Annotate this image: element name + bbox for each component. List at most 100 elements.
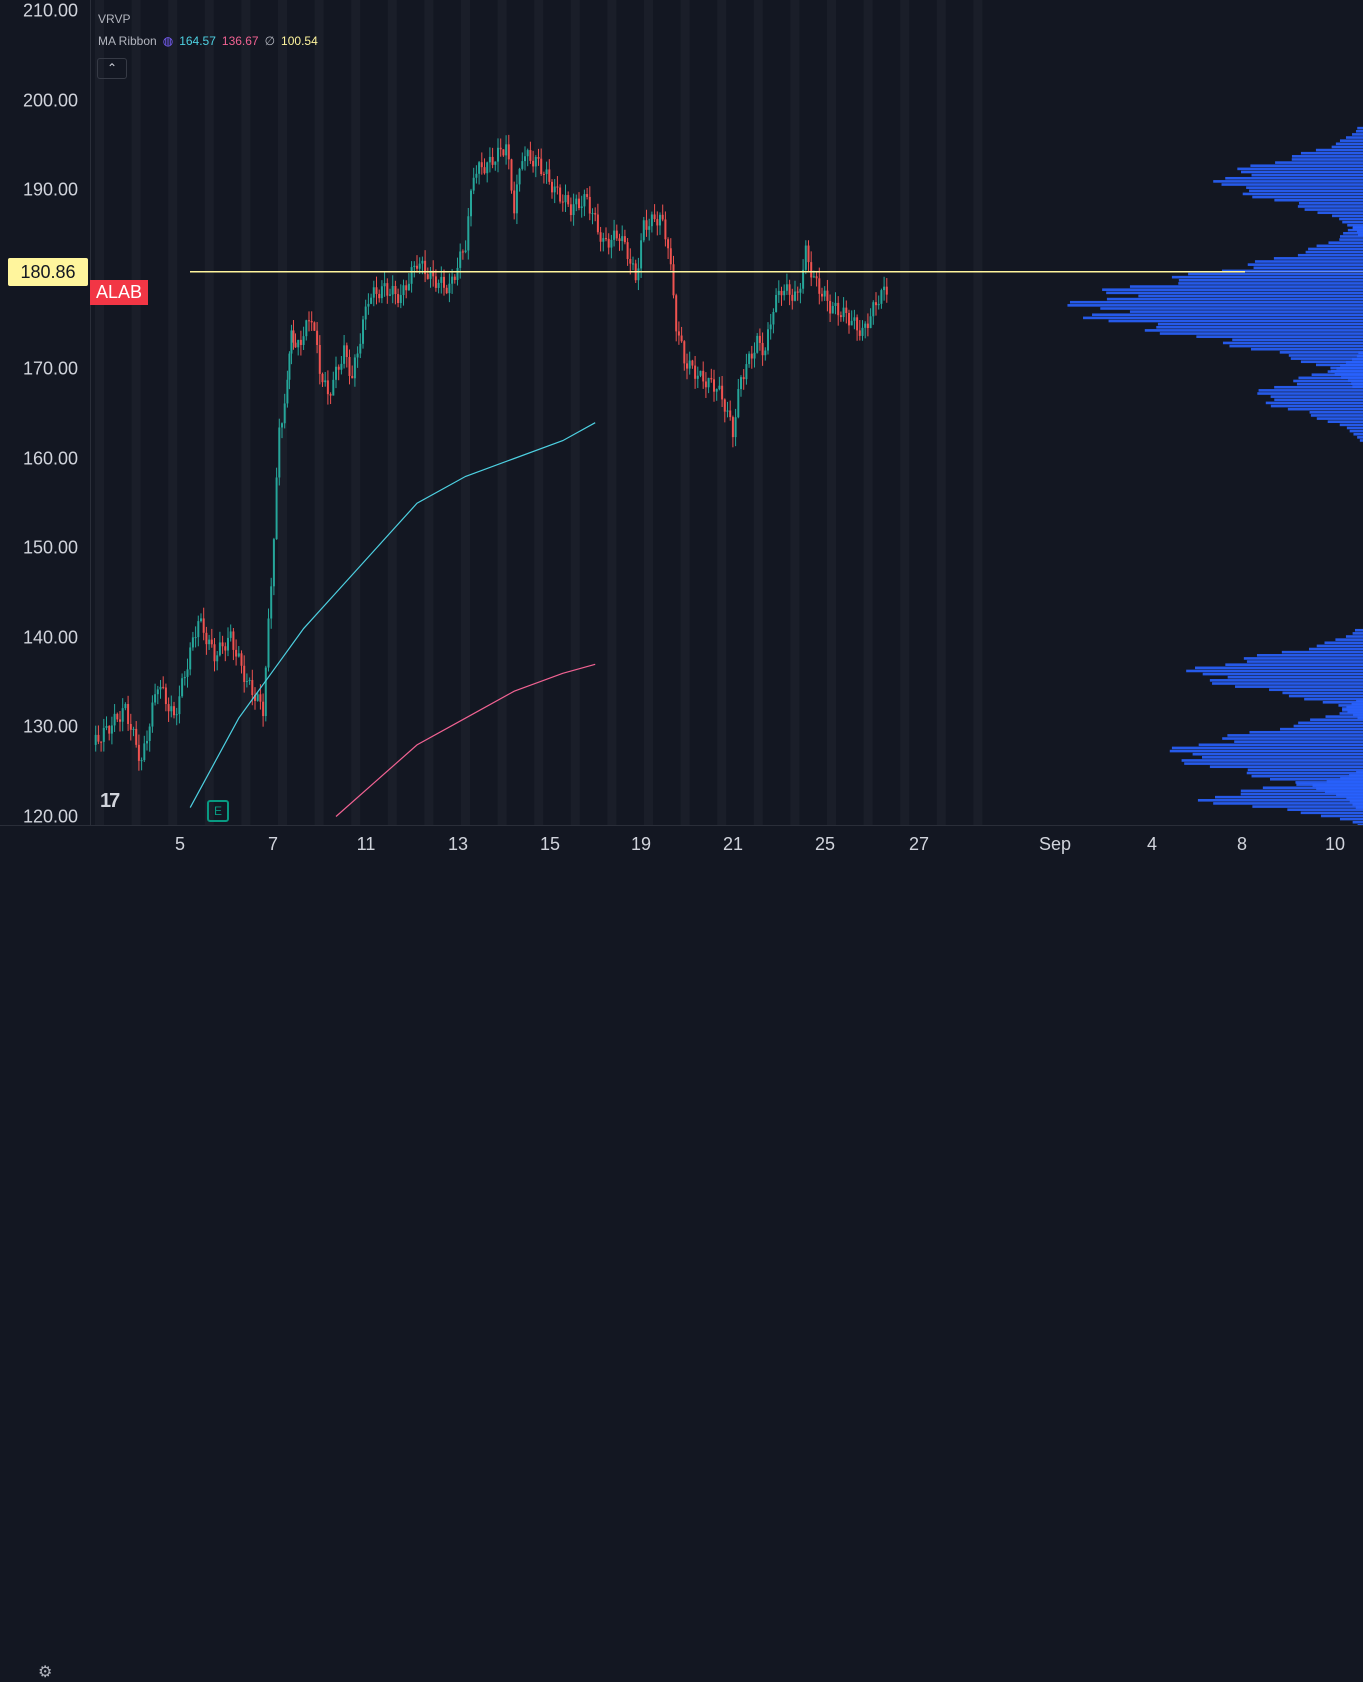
candle-body — [162, 686, 165, 688]
candle-body — [237, 653, 240, 657]
candle-body — [121, 708, 124, 722]
candle-body — [640, 240, 643, 269]
candle-body — [272, 539, 275, 587]
candle-body — [386, 283, 389, 296]
candle-body — [683, 341, 686, 364]
volume-profile-bar — [1287, 808, 1363, 811]
volume-profile-bar — [1232, 338, 1363, 342]
candle-body — [416, 265, 418, 269]
session-band — [168, 0, 178, 825]
volume-profile-bar — [1273, 257, 1363, 260]
candle-body — [407, 283, 410, 291]
candle-body — [413, 265, 416, 268]
candle-body — [245, 681, 248, 683]
tradingview-logo-icon[interactable]: 17 — [100, 790, 120, 812]
candle-body — [588, 196, 591, 214]
volume-profile-bar — [1340, 777, 1363, 780]
volume-profile-bar — [1353, 713, 1363, 717]
volume-profile-bar — [1178, 282, 1363, 285]
candle-body — [542, 174, 545, 176]
volume-profile-bar — [1317, 211, 1363, 215]
time-axis[interactable]: 5 7 11 13 15 19 21 25 27 Sep 4 8 10 — [90, 825, 1363, 860]
chart-plot-area[interactable] — [90, 0, 1363, 825]
candle-body — [243, 665, 246, 682]
volume-profile-bar — [1309, 411, 1363, 414]
candle-body — [472, 177, 475, 191]
volume-profile-bar — [1339, 217, 1363, 221]
candle-body — [119, 719, 121, 722]
candle-body — [569, 204, 572, 216]
volume-profile-bar — [1310, 718, 1363, 722]
candle-body — [264, 667, 267, 717]
candle-body — [437, 282, 440, 288]
candle-body — [470, 190, 472, 217]
candle-body — [167, 704, 170, 712]
candle-body — [154, 694, 157, 703]
candle-body — [364, 306, 367, 320]
volume-profile-bar — [1352, 632, 1363, 635]
candle-body — [515, 184, 518, 214]
volume-profile-bar — [1349, 773, 1363, 777]
y-tick-label: 210.00 — [22, 0, 78, 21]
candle-body — [299, 339, 302, 345]
candle-body — [699, 370, 702, 376]
volume-profile-bar — [1316, 644, 1363, 648]
candle-body — [321, 373, 324, 383]
candle-body — [691, 360, 694, 366]
earnings-marker-icon[interactable]: E — [207, 800, 229, 822]
legend-ma-ribbon[interactable]: MA Ribbon ◍ 164.57 136.67 ∅ 100.54 — [98, 30, 318, 52]
candle-body — [772, 311, 775, 325]
candle-body — [715, 389, 718, 392]
volume-profile-bar — [1304, 208, 1363, 211]
session-band — [424, 0, 434, 825]
volume-profile-bar — [1222, 737, 1363, 740]
candle-body — [661, 214, 664, 220]
volume-profile-bar — [1171, 746, 1363, 750]
session-band — [936, 0, 946, 825]
volume-profile-bar — [1265, 401, 1363, 405]
candle-body — [445, 287, 448, 294]
candle-body — [621, 236, 624, 242]
settings-icon[interactable]: ⚙ — [38, 1664, 53, 1681]
candle-body — [885, 286, 888, 295]
volume-profile-bar — [1347, 710, 1363, 713]
legend-vrvp[interactable]: VRVP — [98, 8, 318, 30]
candle-body — [551, 181, 553, 193]
candle-body — [283, 403, 286, 424]
candle-body — [694, 365, 697, 379]
candle-body — [791, 294, 794, 301]
x-tick-label: 27 — [908, 834, 930, 854]
candle-body — [837, 302, 840, 316]
candle-body — [618, 238, 621, 242]
candle-body — [186, 669, 189, 677]
candle-body — [375, 287, 378, 294]
volume-profile-bar — [1296, 783, 1363, 786]
candle-body — [521, 161, 524, 169]
y-tick-label: 140.00 — [22, 627, 78, 647]
volume-profile-bar — [1327, 420, 1363, 424]
candle-body — [596, 214, 599, 233]
candle-body — [642, 220, 645, 241]
candle-body — [629, 258, 632, 264]
volume-profile-bar — [1338, 704, 1363, 707]
volume-profile-bar — [1356, 230, 1363, 233]
volume-profile-bar — [1184, 762, 1363, 765]
session-band — [387, 0, 397, 825]
candle-body — [310, 320, 313, 323]
candle-body — [94, 734, 97, 745]
candle-body — [875, 302, 877, 306]
candle-body — [318, 344, 321, 374]
x-tick-label: 13 — [447, 834, 469, 854]
candle-body — [821, 293, 823, 297]
candle-body — [297, 339, 300, 348]
volume-profile-bar — [1293, 724, 1363, 728]
volume-profile-bar — [1212, 682, 1363, 685]
collapse-legend-button[interactable]: ⌃ — [97, 58, 127, 79]
candle-body — [623, 236, 626, 243]
volume-profile-bar — [1352, 357, 1363, 361]
price-axis[interactable]: 210.00200.00190.00180.00170.00160.00150.… — [0, 0, 91, 826]
candle-body — [737, 389, 740, 418]
volume-profile-bar — [1358, 351, 1363, 355]
candle-body — [267, 618, 270, 668]
volume-profile-bar — [1328, 241, 1363, 245]
